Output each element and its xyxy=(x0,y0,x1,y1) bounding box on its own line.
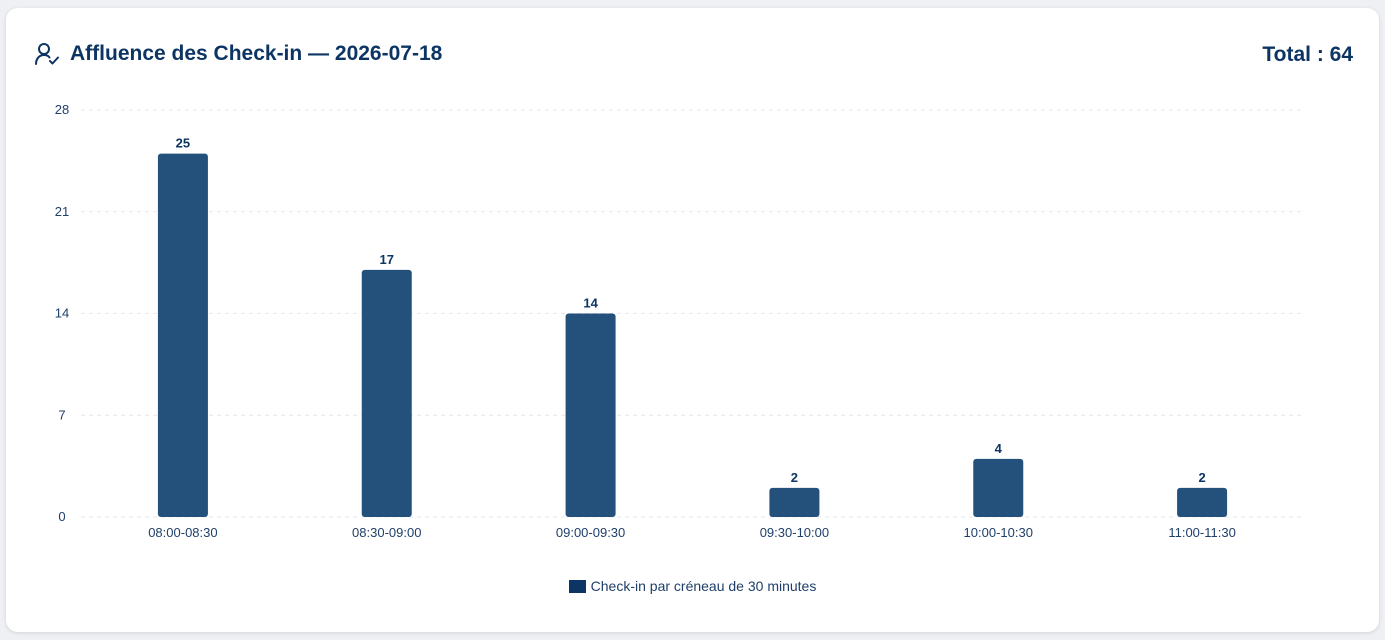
bar-chart: 0 7 14 21 28 25 08:00-08:30 17 08:30-09:00 14 09:0… xyxy=(55,102,1304,540)
y-tick-label: 0 xyxy=(58,509,65,524)
bar-value-label: 17 xyxy=(380,252,394,267)
x-tick-label: 09:30-10:00 xyxy=(760,525,829,540)
bar[interactable] xyxy=(973,458,1024,517)
bar-value-label: 2 xyxy=(791,470,798,485)
bar-value-label: 2 xyxy=(1198,470,1205,485)
x-tick-label: 08:30-09:00 xyxy=(352,525,421,540)
bar-value-label: 4 xyxy=(995,441,1003,456)
title-group: Affluence des Check-in — 2026-07-18 xyxy=(34,41,442,67)
chart-legend[interactable]: Check-in par créneau de 30 minutes xyxy=(6,578,1379,594)
user-check-icon xyxy=(34,41,60,67)
y-tick-label: 28 xyxy=(55,102,69,117)
bar[interactable] xyxy=(361,269,412,517)
x-tick-label: 11:00-11:30 xyxy=(1168,525,1235,540)
x-tick-label: 09:00-09:30 xyxy=(556,525,625,540)
y-tick-label: 7 xyxy=(58,407,65,422)
legend-label: Check-in par créneau de 30 minutes xyxy=(590,578,817,594)
legend-swatch xyxy=(568,579,586,593)
x-tick-label: 10:00-10:30 xyxy=(964,525,1033,540)
chart-title: Affluence des Check-in — 2026-07-18 xyxy=(70,42,443,65)
card-header: Affluence des Check-in — 2026-07-18 Tota… xyxy=(34,41,1353,73)
bar[interactable] xyxy=(769,487,820,517)
x-tick-label: 08:00-08:30 xyxy=(148,525,217,540)
bar[interactable] xyxy=(565,313,616,518)
bar[interactable] xyxy=(1177,487,1228,517)
total-count: Total : 64 xyxy=(1262,43,1353,66)
bar-value-label: 25 xyxy=(176,136,190,151)
y-tick-label: 21 xyxy=(55,204,69,219)
bar[interactable] xyxy=(157,153,208,517)
bar-value-label: 14 xyxy=(583,296,598,311)
y-tick-label: 14 xyxy=(55,306,69,321)
checkin-chart-card: Affluence des Check-in — 2026-07-18 Tota… xyxy=(6,8,1379,632)
